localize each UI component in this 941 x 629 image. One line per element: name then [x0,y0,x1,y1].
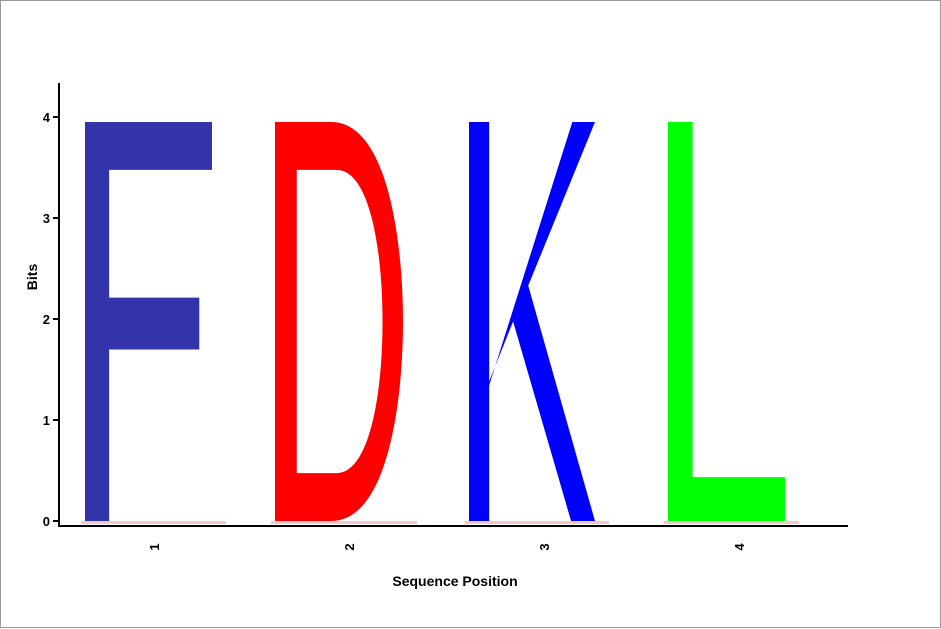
y-tick-label: 0 [43,514,50,529]
y-tick-label: 4 [43,110,51,125]
y-tick-label: 3 [43,211,50,226]
logo-letter-d [275,122,403,522]
letters-layer [81,122,799,524]
y-tick-label: 1 [43,413,50,428]
axes-layer [58,83,848,527]
y-tick-label: 2 [43,312,50,327]
residual-letters [81,521,226,524]
x-tick-label: 4 [732,543,747,551]
residual-letters [664,521,799,524]
x-axis-title: Sequence Position [392,573,517,589]
logo-letter-k [469,122,595,522]
logo-letter-l [668,122,785,522]
x-tick-label: 1 [147,543,162,550]
residual-letters [271,521,417,524]
x-ticks: 1 2 3 4 [147,543,747,551]
residual-letters [465,521,609,524]
logo-letter-f [85,122,212,522]
y-axis-title: Bits [24,264,40,291]
y-ticks: 0 1 2 3 4 [43,110,60,529]
x-tick-label: 3 [537,543,552,550]
x-tick-label: 2 [342,543,357,550]
